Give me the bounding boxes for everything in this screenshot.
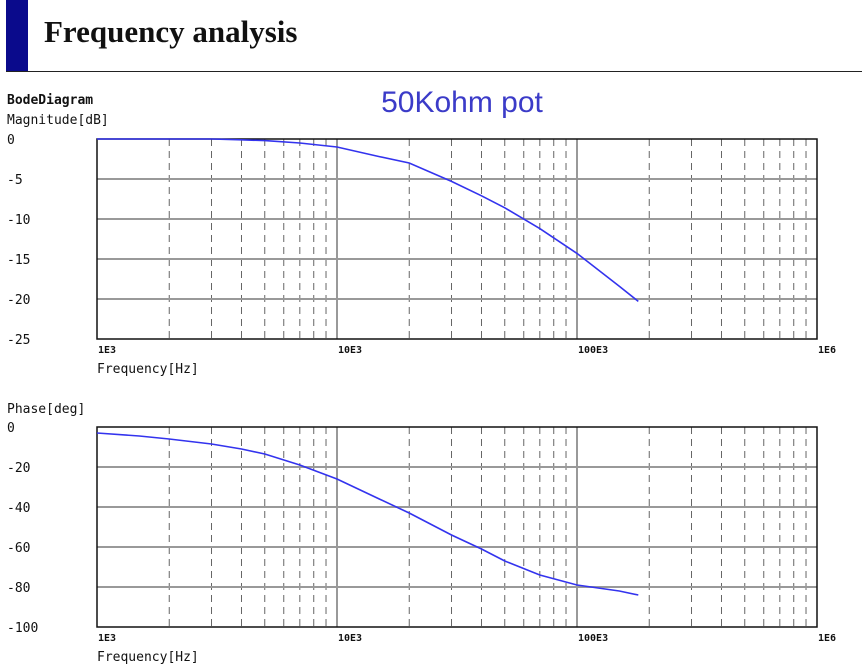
x-tick-label: 10E3	[338, 345, 362, 356]
y-tick-label: -5	[7, 173, 23, 188]
y-tick-label: -25	[7, 333, 30, 348]
y-tick-label: -10	[7, 213, 30, 228]
phase-series-line	[96, 432, 639, 596]
header-accent-bar	[6, 0, 28, 72]
y-tick-label: -100	[7, 621, 38, 636]
y-axis-label: Magnitude[dB]	[7, 113, 109, 128]
x-tick-label: 1E3	[98, 633, 116, 644]
plot-frame	[96, 138, 818, 340]
header-divider	[6, 71, 862, 72]
x-axis-label: Frequency[Hz]	[97, 650, 199, 665]
plot-frame	[96, 426, 818, 628]
x-tick-label: 10E3	[338, 633, 362, 644]
y-tick-label: -20	[7, 461, 30, 476]
x-tick-label: 100E3	[578, 345, 608, 356]
x-tick-label: 1E3	[98, 345, 116, 356]
y-tick-label: -80	[7, 581, 30, 596]
y-tick-label: 0	[7, 133, 15, 148]
y-tick-label: -20	[7, 293, 30, 308]
y-axis-label: Phase[deg]	[7, 402, 85, 417]
magnitude-series-line	[97, 138, 639, 303]
page-title: Frequency analysis	[44, 14, 298, 49]
x-tick-label: 1E6	[818, 633, 836, 644]
x-tick-label: 100E3	[578, 633, 608, 644]
chart-annotation: 50Kohm pot	[381, 86, 543, 119]
y-tick-label: 0	[7, 421, 15, 436]
x-axis-label: Frequency[Hz]	[97, 362, 199, 377]
chart-title: BodeDiagram	[7, 93, 93, 108]
y-tick-label: -15	[7, 253, 30, 268]
x-tick-label: 1E6	[818, 345, 836, 356]
y-tick-label: -40	[7, 501, 30, 516]
y-tick-label: -60	[7, 541, 30, 556]
